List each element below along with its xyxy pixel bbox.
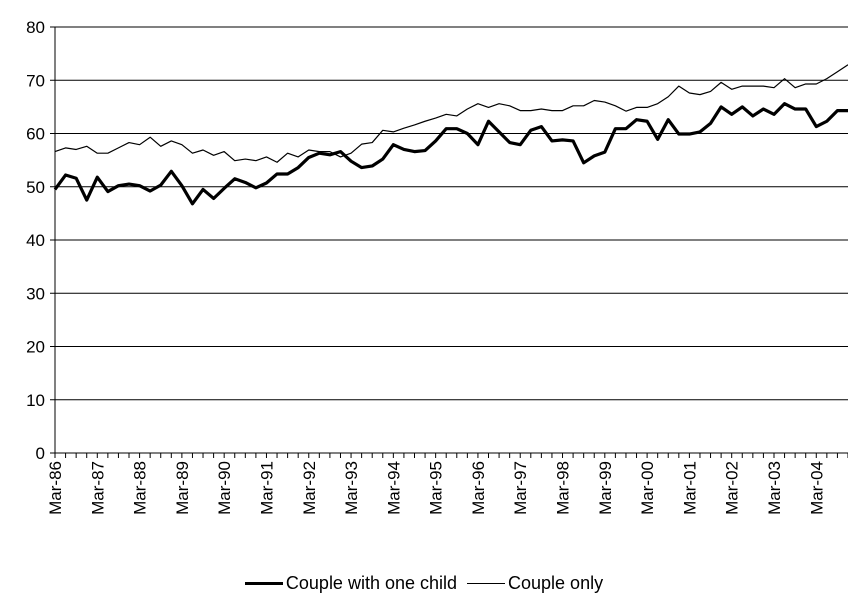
x-tick-label: Mar-91 [257,461,276,515]
axes [50,26,848,458]
x-tick-label: Mar-95 [427,461,446,515]
x-tick-label: Mar-96 [469,461,488,515]
y-tick-label: 30 [26,284,45,303]
legend-swatch-thin-line [467,582,506,584]
y-tick-label: 80 [26,18,45,37]
legend-item-couple-only: Couple only [467,573,603,594]
y-tick-label: 20 [26,338,45,357]
x-tick-label: Mar-94 [384,461,403,515]
x-tick-label: Mar-00 [638,461,657,515]
legend: Couple with one child Couple only [0,568,848,598]
x-tick-label: Mar-03 [765,461,784,515]
series-line-couple-only [54,64,848,163]
series-lines [53,64,848,206]
x-tick-label: Mar-99 [596,461,615,515]
legend-label: Couple only [508,572,604,593]
x-tick-label: Mar-86 [46,461,65,515]
y-tick-label: 60 [26,125,45,144]
x-tick-label: Mar-04 [807,461,826,515]
x-tick-label: Mar-97 [511,461,530,515]
legend-label: Couple with one child [285,572,458,593]
x-tick-label: Mar-89 [173,461,192,515]
y-tick-label: 70 [26,71,45,90]
legend-item-couple-with-one-child: Couple with one child [244,572,458,594]
x-tick-label: Mar-01 [680,461,699,515]
y-tick-label: 50 [26,178,45,197]
legend-swatch-thick-line [244,581,283,585]
x-tick-label: Mar-98 [554,461,573,515]
x-tick-label: Mar-02 [723,461,742,515]
x-tick-label: Mar-92 [300,461,319,515]
y-tick-label: 10 [26,391,45,410]
x-tick-labels: Mar-86 Mar-87 Mar-88 Mar-89 Mar-90 Mar-91 Mar-… [46,461,826,515]
gridlines [55,26,848,401]
y-tick-labels: 0 10 20 30 40 50 60 70 80 [26,18,45,463]
x-tick-label: Mar-93 [342,461,361,515]
y-tick-label: 40 [26,231,45,250]
x-tick-label: Mar-88 [131,461,150,515]
x-tick-label: Mar-87 [88,461,107,515]
x-tick-label: Mar-90 [215,461,234,515]
series-line-couple-with-one-child [53,102,848,206]
y-tick-label: 0 [36,444,45,463]
